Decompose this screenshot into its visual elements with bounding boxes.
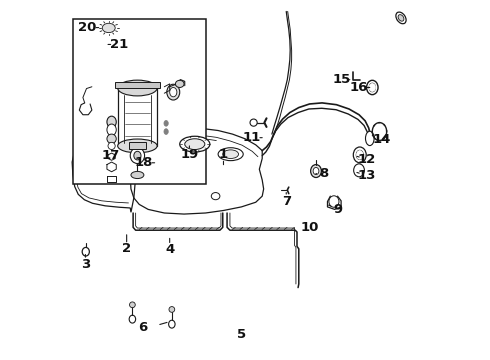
Ellipse shape bbox=[167, 84, 180, 100]
Text: 10: 10 bbox=[300, 221, 318, 234]
Ellipse shape bbox=[82, 247, 89, 256]
Text: 15: 15 bbox=[333, 73, 351, 86]
Text: 3: 3 bbox=[81, 258, 90, 271]
Ellipse shape bbox=[367, 80, 378, 95]
Bar bbox=[128, 142, 147, 149]
Text: 6: 6 bbox=[138, 320, 147, 333]
Text: 18: 18 bbox=[135, 156, 153, 169]
Ellipse shape bbox=[180, 136, 210, 152]
Ellipse shape bbox=[107, 134, 116, 143]
Text: 1: 1 bbox=[219, 148, 228, 161]
Ellipse shape bbox=[313, 167, 319, 175]
Ellipse shape bbox=[98, 37, 120, 49]
Ellipse shape bbox=[130, 148, 145, 163]
Ellipse shape bbox=[354, 148, 365, 161]
Ellipse shape bbox=[169, 307, 175, 312]
Ellipse shape bbox=[357, 150, 363, 159]
Polygon shape bbox=[72, 150, 137, 212]
Ellipse shape bbox=[356, 150, 364, 159]
Ellipse shape bbox=[118, 80, 157, 96]
Ellipse shape bbox=[108, 142, 115, 149]
Ellipse shape bbox=[102, 40, 115, 46]
Text: 5: 5 bbox=[237, 328, 246, 341]
Ellipse shape bbox=[131, 171, 144, 179]
Ellipse shape bbox=[175, 80, 184, 87]
Ellipse shape bbox=[368, 82, 377, 93]
Ellipse shape bbox=[396, 12, 406, 24]
Text: 20: 20 bbox=[78, 21, 97, 34]
Text: 8: 8 bbox=[319, 167, 328, 180]
Ellipse shape bbox=[164, 121, 168, 126]
Text: 2: 2 bbox=[122, 242, 131, 255]
Ellipse shape bbox=[223, 150, 239, 158]
Ellipse shape bbox=[98, 21, 119, 35]
Ellipse shape bbox=[129, 315, 136, 323]
Ellipse shape bbox=[134, 151, 141, 160]
Text: 12: 12 bbox=[358, 153, 376, 166]
Ellipse shape bbox=[369, 83, 375, 92]
Text: 19: 19 bbox=[180, 148, 198, 161]
Ellipse shape bbox=[354, 164, 365, 177]
Ellipse shape bbox=[185, 139, 205, 149]
Ellipse shape bbox=[129, 302, 135, 308]
Ellipse shape bbox=[218, 148, 243, 161]
Bar bbox=[73, 19, 205, 184]
Ellipse shape bbox=[329, 196, 339, 207]
Text: 13: 13 bbox=[358, 169, 376, 182]
Ellipse shape bbox=[118, 139, 157, 153]
Ellipse shape bbox=[356, 166, 362, 175]
Ellipse shape bbox=[170, 87, 177, 97]
Ellipse shape bbox=[211, 193, 220, 200]
Ellipse shape bbox=[107, 124, 116, 135]
Ellipse shape bbox=[366, 131, 374, 145]
Ellipse shape bbox=[357, 167, 361, 173]
Ellipse shape bbox=[369, 84, 375, 91]
Text: 4: 4 bbox=[165, 243, 174, 256]
Ellipse shape bbox=[102, 23, 115, 33]
Ellipse shape bbox=[107, 116, 116, 128]
Text: 9: 9 bbox=[334, 203, 343, 216]
Ellipse shape bbox=[311, 165, 321, 177]
Text: 11: 11 bbox=[243, 131, 261, 144]
Ellipse shape bbox=[398, 15, 404, 21]
Text: 14: 14 bbox=[373, 133, 391, 146]
Ellipse shape bbox=[164, 129, 168, 134]
Ellipse shape bbox=[353, 147, 366, 163]
Bar bbox=[115, 82, 160, 88]
Text: 17: 17 bbox=[101, 149, 120, 162]
Ellipse shape bbox=[250, 119, 257, 126]
Text: 7: 7 bbox=[282, 195, 291, 208]
Text: 16: 16 bbox=[350, 81, 368, 94]
Ellipse shape bbox=[169, 320, 175, 328]
Text: 21: 21 bbox=[110, 38, 128, 51]
